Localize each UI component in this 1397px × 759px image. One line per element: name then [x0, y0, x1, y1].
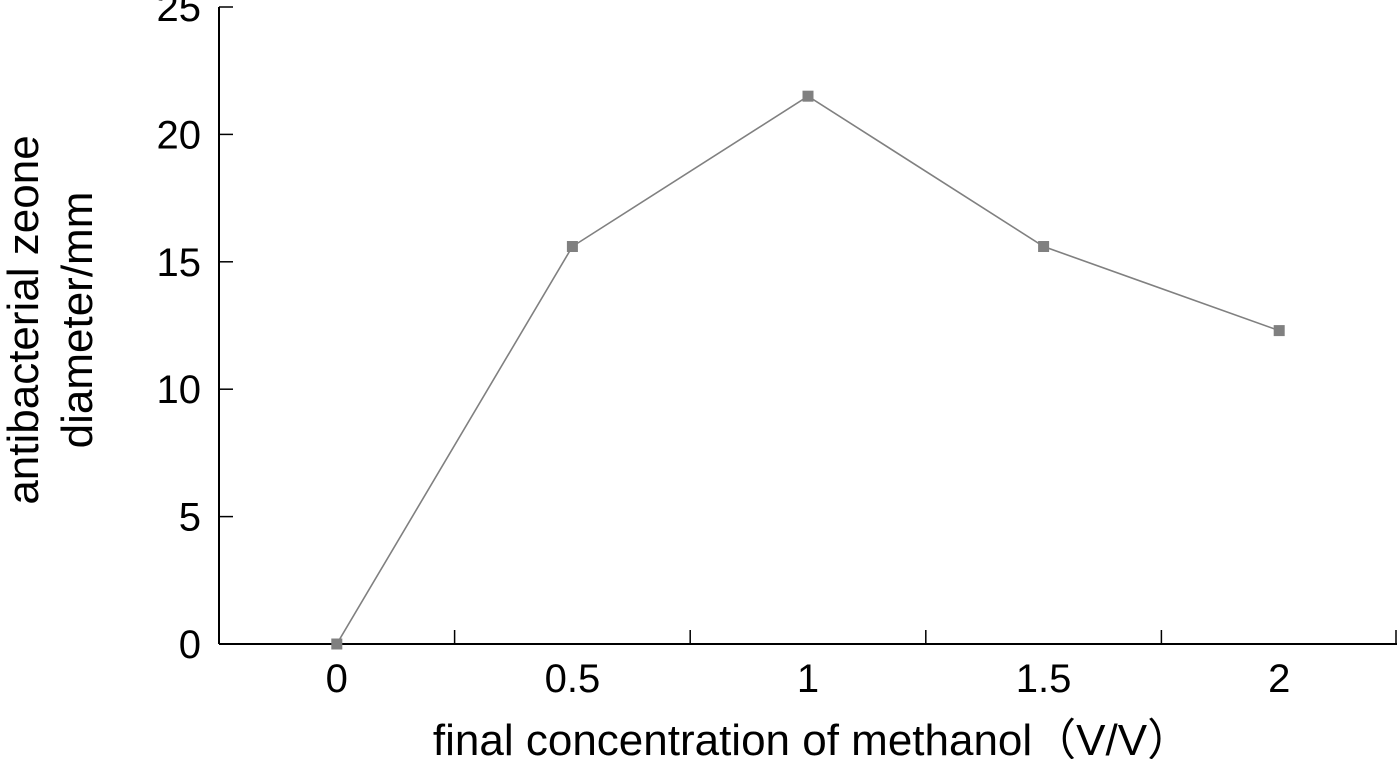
y-tick-label: 20	[157, 113, 202, 157]
series-layer	[331, 90, 1285, 650]
x-ticks: 0 0.5 1 1.5 2	[326, 630, 1397, 701]
data-point-marker	[802, 90, 814, 102]
y-ticks: 0 5 10 15 20 25	[157, 0, 233, 667]
data-point-marker	[566, 241, 578, 253]
x-axis-title: final concentration of methanol（V/V）	[433, 716, 1191, 759]
data-point-marker	[1038, 241, 1050, 253]
data-point-marker	[331, 638, 343, 650]
x-tick-label: 0.5	[545, 657, 601, 701]
x-tick-label: 1.5	[1016, 657, 1072, 701]
y-tick-label: 15	[157, 241, 202, 285]
y-tick-label: 10	[157, 368, 202, 412]
x-tick-label: 2	[1268, 657, 1290, 701]
y-axis-title-line-2: diameter/mm	[53, 192, 102, 449]
series-line	[336, 95, 1280, 645]
y-axis-title-line-1: antibacterial zeone	[0, 135, 48, 504]
y-tick-label: 5	[179, 496, 201, 540]
x-tick-label: 1	[797, 657, 819, 701]
x-tick-label: 0	[326, 657, 348, 701]
y-tick-label: 0	[179, 623, 201, 667]
axes	[218, 7, 1397, 645]
y-tick-label: 25	[157, 0, 202, 30]
data-point-marker	[1273, 325, 1285, 337]
y-axis-title: antibacterial zeone diameter/mm	[0, 135, 102, 504]
